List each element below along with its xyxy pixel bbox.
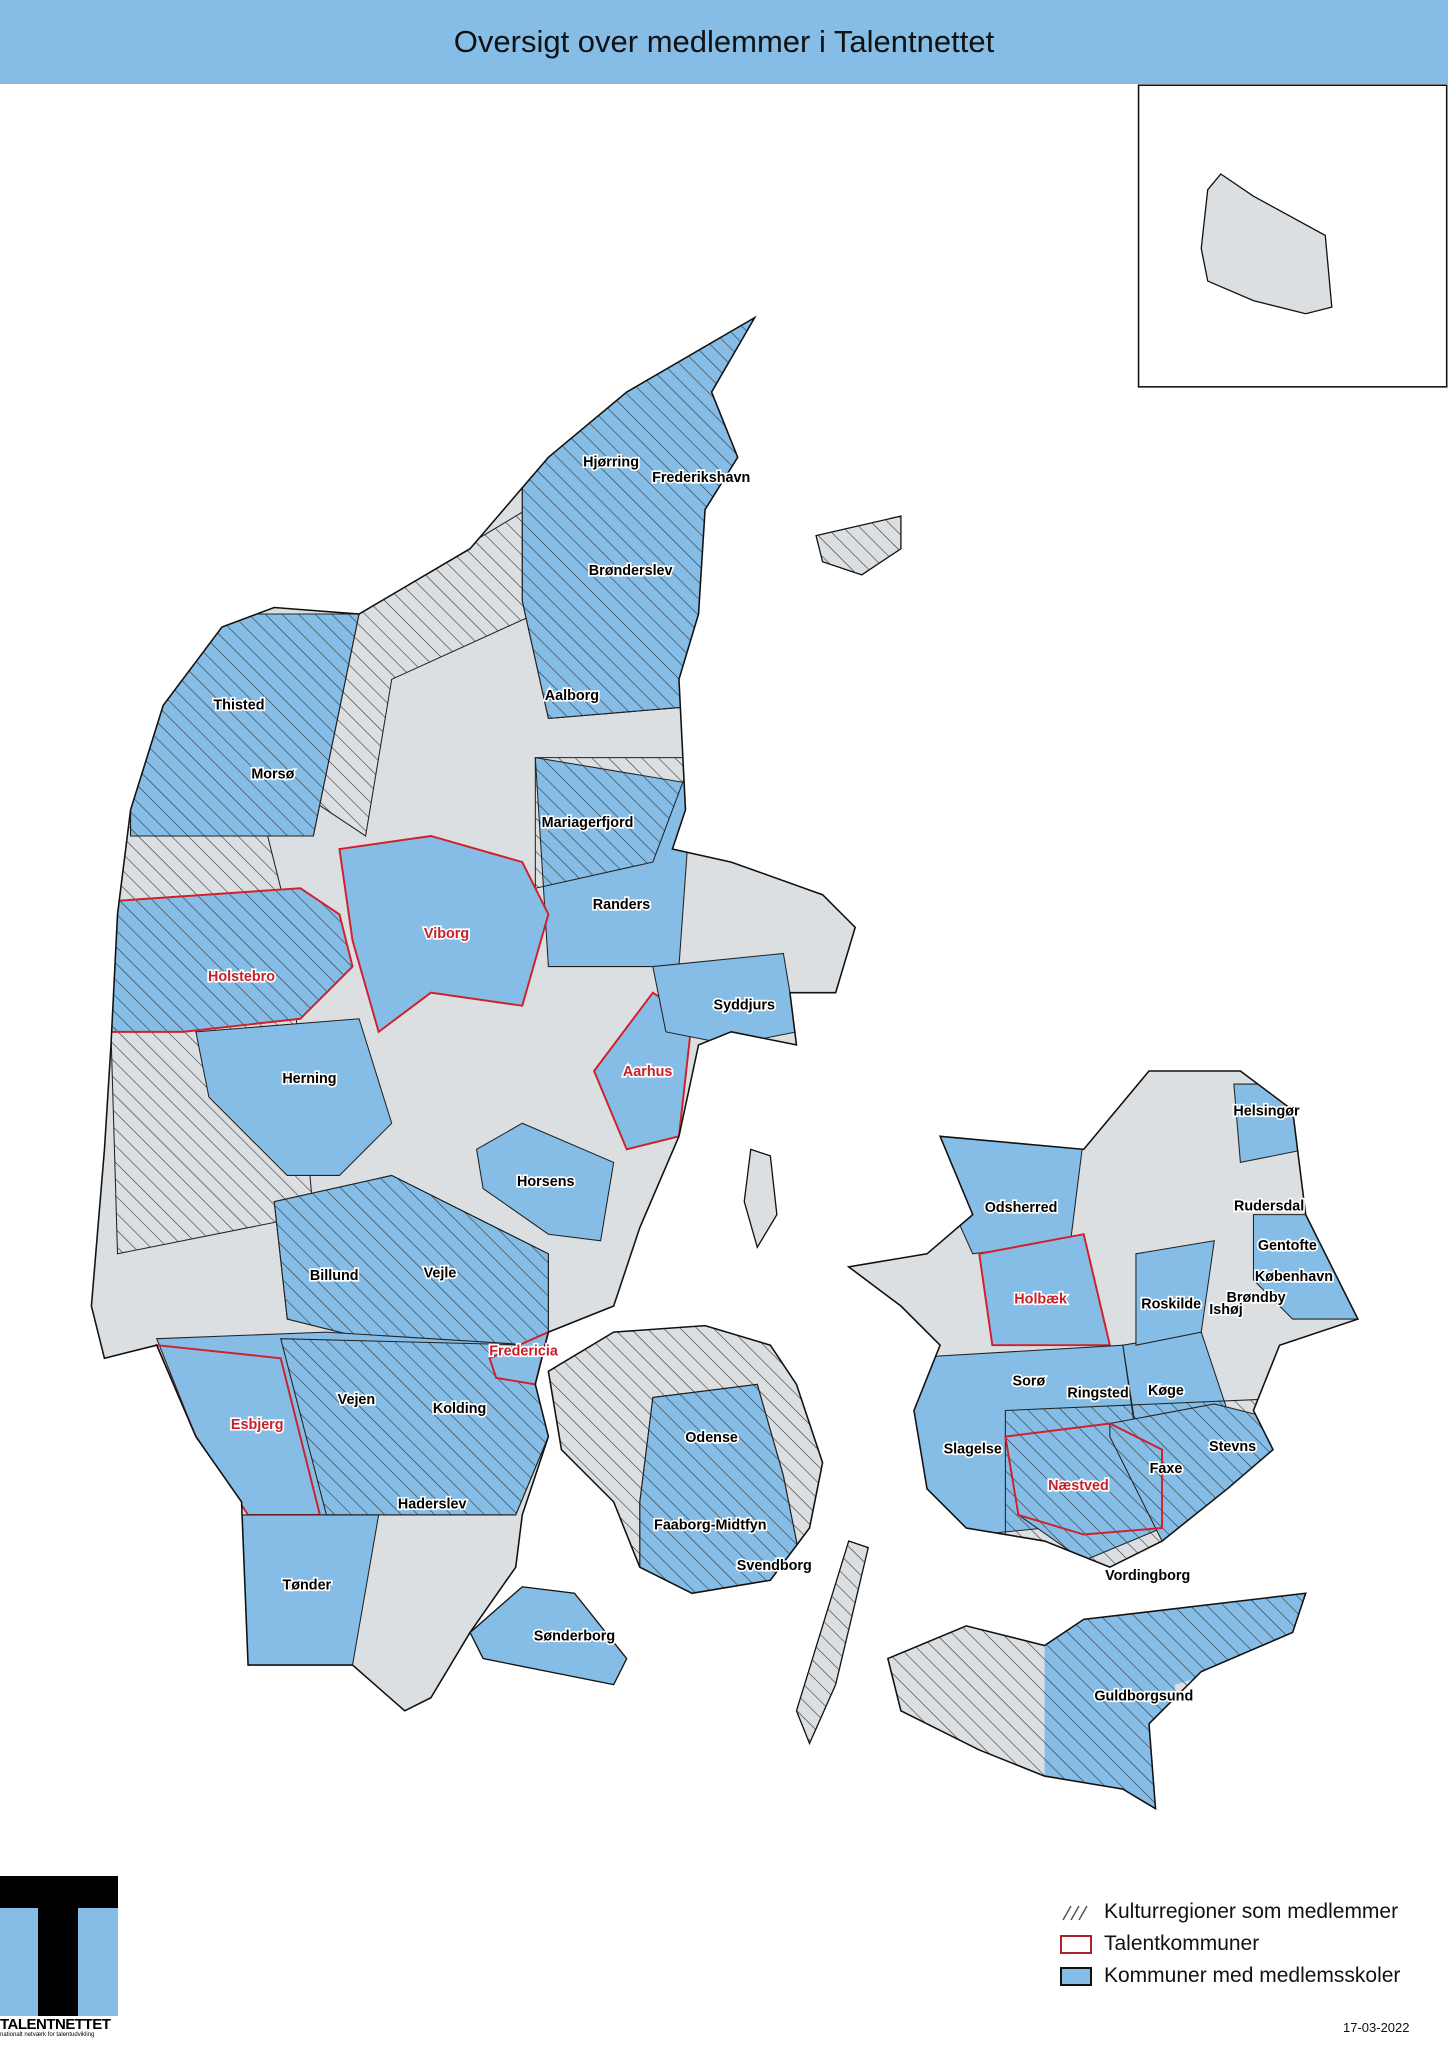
- label-fredericia: Fredericia: [489, 1344, 559, 1360]
- label-holbæk: Holbæk: [1014, 1291, 1067, 1307]
- hatch-swatch-icon: [1062, 1905, 1088, 1920]
- label-randers: Randers: [593, 897, 650, 913]
- label-slagelse: Slagelse: [944, 1442, 1002, 1458]
- member-swatch-icon: [1060, 1966, 1092, 1986]
- label-svendborg: Svendborg: [737, 1558, 812, 1574]
- talent-swatch-icon: [1060, 1934, 1092, 1954]
- label-brønderslev: Brønderslev: [589, 563, 673, 579]
- legend-hatched-label: Kulturregioner som medlemmer: [1104, 1900, 1399, 1923]
- label-helsingør: Helsingør: [1233, 1103, 1300, 1119]
- label-odsherred: Odsherred: [985, 1200, 1058, 1216]
- legend-member: Kommuner med medlemsskoler: [1060, 1960, 1400, 1992]
- label-roskilde: Roskilde: [1141, 1297, 1201, 1313]
- bornholm-inset: [1137, 84, 1448, 388]
- label-københavn: København: [1255, 1269, 1333, 1285]
- label-gentofte: Gentofte: [1258, 1238, 1317, 1254]
- map-date: 17-03-2022: [1343, 2020, 1410, 2035]
- label-herning: Herning: [282, 1071, 336, 1087]
- label-horsens: Horsens: [517, 1174, 574, 1190]
- label-billund: Billund: [310, 1268, 359, 1284]
- label-næstved: Næstved: [1048, 1478, 1109, 1494]
- label-syddjurs: Syddjurs: [714, 998, 775, 1014]
- samso-island: [743, 1148, 778, 1249]
- label-faaborg-midtfyn: Faaborg-Midtfyn: [654, 1517, 766, 1533]
- label-viborg: Viborg: [424, 926, 469, 942]
- label-frederikshavn: Frederikshavn: [652, 470, 750, 486]
- label-stevns: Stevns: [1209, 1439, 1256, 1455]
- label-mariagerfjord: Mariagerfjord: [542, 815, 634, 831]
- label-tønder: Tønder: [282, 1577, 331, 1593]
- legend-hatched: Kulturregioner som medlemmer: [1060, 1896, 1400, 1928]
- label-haderslev: Haderslev: [398, 1496, 467, 1512]
- label-ringsted: Ringsted: [1067, 1385, 1128, 1401]
- label-rudersdal: Rudersdal: [1234, 1199, 1304, 1215]
- label-sønderborg: Sønderborg: [534, 1628, 615, 1644]
- label-vejen: Vejen: [338, 1392, 376, 1408]
- municipality-labels: Hjørring Frederikshavn Brønderslev Thisted A…: [206, 453, 1334, 1706]
- legend-talent-label: Talentkommuner: [1104, 1932, 1260, 1955]
- legend-talent: Talentkommuner: [1060, 1928, 1400, 1960]
- label-faxe: Faxe: [1150, 1461, 1183, 1477]
- funen: [547, 1324, 870, 1746]
- label-kolding: Kolding: [433, 1401, 486, 1417]
- label-vordingborg: Vordingborg: [1105, 1568, 1190, 1584]
- label-aarhus: Aarhus: [623, 1064, 672, 1080]
- label-odense: Odense: [685, 1430, 738, 1446]
- label-morsø: Morsø: [251, 767, 294, 783]
- label-hjørring: Hjørring: [583, 454, 639, 470]
- logo-tagline: nationalt netværk for talentudvikling: [0, 2032, 95, 2038]
- legend-member-label: Kommuner med medlemsskoler: [1104, 1964, 1401, 1987]
- label-guldborgsund: Guldborgsund: [1094, 1688, 1193, 1704]
- legend: Kulturregioner som medlemmer Talentkommu…: [1060, 1896, 1400, 1992]
- label-ishøj: Ishøj: [1209, 1302, 1243, 1318]
- title-bar: Oversigt over medlemmer i Talentnettet: [0, 0, 1448, 84]
- als-island: [469, 1586, 628, 1686]
- label-brøndby: Brøndby: [1227, 1290, 1286, 1306]
- map-title: Oversigt over medlemmer i Talentnettet: [453, 24, 995, 59]
- talentnettet-logo: TALENTNETTET nationalt netværk for talen…: [0, 1876, 118, 2038]
- label-esbjerg: Esbjerg: [231, 1417, 284, 1433]
- logo-name: TALENTNETTET: [0, 2016, 111, 2033]
- label-holstebro: Holstebro: [208, 969, 275, 985]
- label-vejle: Vejle: [424, 1265, 457, 1281]
- label-sorø: Sorø: [1013, 1374, 1046, 1390]
- label-aalborg: Aalborg: [545, 688, 599, 704]
- label-thisted: Thisted: [213, 697, 264, 713]
- label-køge: Køge: [1148, 1383, 1184, 1399]
